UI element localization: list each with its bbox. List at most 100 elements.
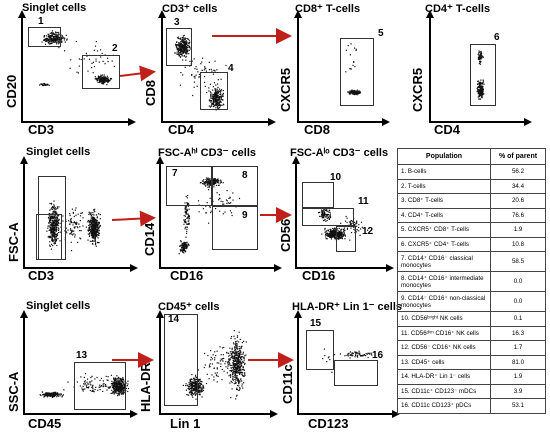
event-dot (215, 184, 218, 186)
event-dot (50, 226, 52, 228)
event-dot (213, 180, 215, 183)
event-dot (237, 362, 239, 364)
event-dot (367, 352, 369, 354)
event-dot (91, 228, 93, 230)
event-dot (99, 82, 101, 84)
event-dot (182, 250, 184, 252)
event-dot (326, 238, 328, 240)
event-dot (321, 215, 323, 217)
event-dot (56, 215, 58, 217)
event-dot (76, 381, 78, 383)
event-dot (185, 46, 187, 48)
event-dot (52, 227, 54, 229)
event-dot (217, 96, 219, 98)
event-dot (47, 393, 49, 395)
event-dot (91, 386, 93, 389)
event-dot (57, 237, 59, 240)
gate-6 (470, 44, 496, 106)
event-dot (90, 216, 92, 218)
event-dot (46, 393, 48, 395)
x-axis-arrowhead (128, 118, 136, 126)
event-dot (192, 393, 195, 395)
event-dot (54, 219, 56, 221)
event-dot (178, 45, 180, 47)
event-dot (213, 101, 215, 103)
event-dot (191, 73, 193, 76)
event-dot (189, 381, 191, 383)
event-dot (202, 180, 204, 182)
event-dot (194, 68, 196, 70)
event-dot (118, 394, 121, 396)
percent-cell: 56.2 (490, 164, 546, 180)
event-dot (52, 238, 54, 241)
event-dot (220, 93, 222, 95)
event-dot (334, 234, 336, 236)
event-dot (325, 214, 328, 216)
event-dot (90, 228, 92, 231)
event-dot (100, 377, 102, 379)
event-dot (188, 381, 190, 384)
event-dot (45, 394, 47, 396)
event-dot (222, 201, 224, 203)
event-dot (197, 384, 199, 386)
event-dot (52, 210, 54, 212)
event-dot (217, 95, 219, 97)
event-dot (352, 352, 354, 354)
event-dot (97, 81, 99, 83)
event-dot (107, 376, 109, 378)
event-dot (116, 387, 118, 389)
event-dot (229, 210, 232, 212)
event-dot (213, 100, 215, 102)
event-dot (127, 387, 130, 390)
event-dot (330, 234, 332, 236)
event-dot (91, 225, 93, 228)
event-dot (189, 380, 191, 382)
event-dot (479, 61, 481, 63)
event-dot (54, 31, 57, 33)
event-dot (195, 392, 197, 395)
event-dot (239, 350, 242, 352)
event-dot (51, 30, 53, 32)
event-dot (56, 220, 58, 222)
event-dot (214, 179, 216, 181)
event-dot (81, 212, 84, 214)
gate-15 (306, 330, 334, 370)
event-dot (211, 374, 213, 376)
event-dot (238, 372, 240, 374)
event-dot (50, 203, 52, 205)
event-dot (52, 245, 54, 247)
event-dot (95, 214, 97, 216)
event-dot (51, 207, 53, 209)
event-dot (236, 375, 238, 377)
event-dot (98, 213, 100, 215)
event-dot (350, 68, 352, 70)
event-dot (183, 247, 185, 249)
event-dot (48, 41, 50, 43)
event-dot (55, 238, 57, 240)
event-dot (84, 384, 86, 386)
event-dot (211, 93, 213, 95)
event-dot (220, 181, 222, 183)
event-dot (355, 223, 357, 225)
event-dot (235, 345, 238, 347)
event-dot (70, 222, 72, 224)
event-dot (343, 233, 345, 235)
panel-title: FSC-Aʰⁱ CD3⁻ cells (158, 147, 257, 159)
population-cell: 3. CD8⁺ T-cells (397, 193, 491, 209)
event-dot (96, 216, 98, 218)
event-dot (243, 357, 245, 359)
event-dot (49, 209, 51, 211)
event-dot (197, 378, 200, 381)
event-dot (69, 221, 71, 223)
event-dot (186, 213, 188, 215)
event-dot (125, 382, 127, 384)
event-dot (323, 219, 325, 221)
event-dot (213, 376, 215, 378)
event-dot (211, 363, 213, 365)
x-axis-label: CD8 (304, 122, 331, 137)
event-dot (188, 45, 190, 47)
event-dot (354, 90, 356, 93)
event-dot (322, 217, 324, 219)
event-dot (365, 353, 367, 355)
event-dot (218, 107, 220, 109)
